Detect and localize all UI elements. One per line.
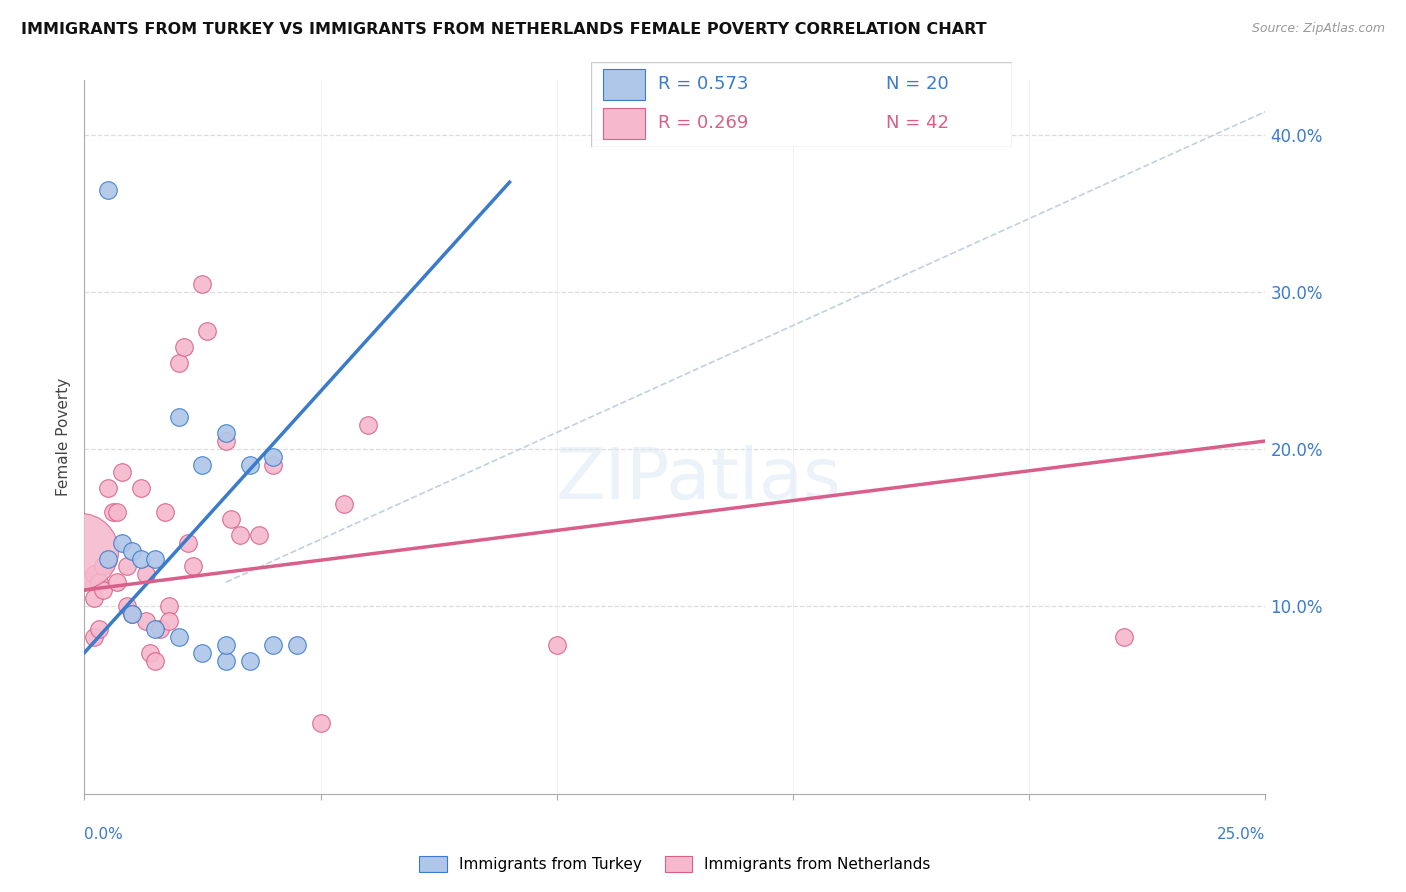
Point [157,615,180,629]
Text: 0.0%: 0.0% [84,827,124,841]
Point [87,622,110,636]
Text: Source: ZipAtlas.com: Source: ZipAtlas.com [1251,22,1385,36]
Text: R = 0.269: R = 0.269 [658,114,748,132]
Point [73,575,96,590]
Point [239,458,262,472]
Point [91,582,114,597]
FancyBboxPatch shape [591,62,1012,147]
Point [97,551,120,566]
Point [173,340,195,354]
Text: R = 0.573: R = 0.573 [658,76,748,94]
Point [357,418,380,433]
Point [129,481,152,495]
Point [215,426,238,441]
Point [1112,630,1135,644]
Point [239,654,262,668]
Point [215,638,238,652]
Point [97,481,120,495]
Point [83,630,105,644]
Point [83,591,105,605]
Text: ZIPatlas: ZIPatlas [555,445,841,515]
Point [191,646,214,660]
Point [115,559,138,574]
Point [167,355,190,369]
Point [121,607,143,621]
Point [177,536,200,550]
Point [191,277,214,292]
Point [262,450,284,464]
Point [69,543,91,558]
Point [191,458,214,472]
Point [129,551,152,566]
Point [247,528,270,542]
Point [262,458,284,472]
Point [107,575,129,590]
FancyBboxPatch shape [603,70,645,100]
Point [139,646,162,660]
Point [285,638,308,652]
Text: N = 42: N = 42 [886,114,949,132]
Point [111,536,134,550]
Point [115,599,138,613]
Text: N = 20: N = 20 [886,76,949,94]
Point [181,559,204,574]
Point [111,466,134,480]
Point [143,654,166,668]
Point [83,567,105,582]
Point [135,615,157,629]
Point [143,622,166,636]
Point [157,599,180,613]
Point [215,654,238,668]
Point [229,528,252,542]
Text: 25.0%: 25.0% [1218,827,1265,841]
Point [546,638,568,652]
Point [333,497,356,511]
Point [219,512,242,526]
Text: IMMIGRANTS FROM TURKEY VS IMMIGRANTS FROM NETHERLANDS FEMALE POVERTY CORRELATION: IMMIGRANTS FROM TURKEY VS IMMIGRANTS FRO… [21,22,987,37]
Point [107,505,129,519]
Point [167,630,190,644]
Point [97,183,120,197]
Legend: Immigrants from Turkey, Immigrants from Netherlands: Immigrants from Turkey, Immigrants from … [419,856,931,871]
Point [121,607,143,621]
Point [143,551,166,566]
Point [195,324,218,338]
FancyBboxPatch shape [603,108,645,139]
Y-axis label: Female Poverty: Female Poverty [56,378,72,496]
Point [91,559,114,574]
Point [149,622,172,636]
Point [167,410,190,425]
Point [153,505,176,519]
Point [262,638,284,652]
Point [135,567,157,582]
Point [309,716,332,731]
Point [121,543,143,558]
Point [101,505,124,519]
Point [215,434,238,448]
Point [87,575,110,590]
